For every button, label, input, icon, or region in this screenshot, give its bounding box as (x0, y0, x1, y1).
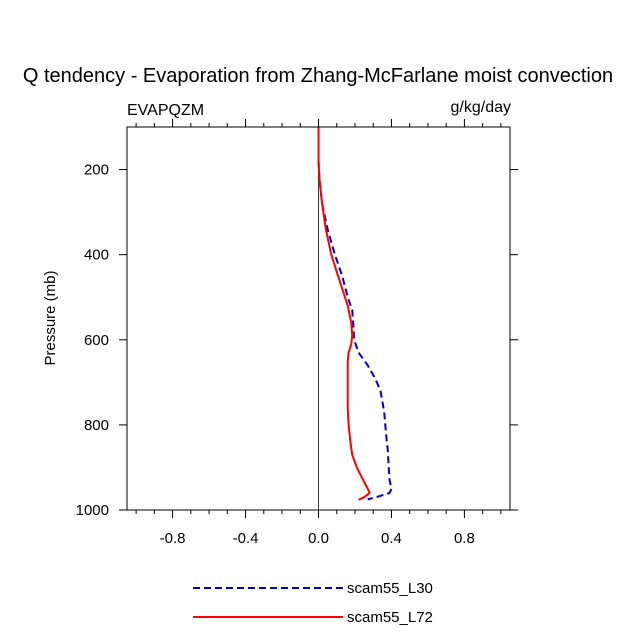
x-tick-label: 0.8 (454, 530, 475, 547)
axis-ticks (119, 119, 518, 518)
units-label: g/kg/day (451, 99, 511, 116)
y-tick-label: 600 (84, 332, 109, 349)
variable-name-label: EVAPQZM (127, 102, 204, 119)
y-tick-label: 1000 (76, 502, 109, 519)
plot-frame (126, 126, 511, 511)
y-tick-label: 800 (84, 417, 109, 434)
legend-label: scam55_L30 (347, 580, 433, 597)
y-axis-label: Pressure (mb) (42, 270, 59, 365)
legend-label: scam55_L72 (347, 609, 433, 626)
chart-title: Q tendency - Evaporation from Zhang-McFa… (23, 65, 613, 87)
x-tick-label: 0.4 (381, 530, 402, 547)
x-tick-label: -0.4 (233, 530, 259, 547)
y-tick-label: 400 (84, 247, 109, 264)
axis-tick-labels: -0.8 -0.4 0.0 0.4 0.8 200 400 600 800 1000 (76, 162, 475, 547)
legend: scam55_L30 scam55_L72 (193, 580, 433, 626)
series-line-scam55_L30 (317, 127, 393, 501)
x-tick-label: 0.0 (308, 530, 329, 547)
y-tick-label: 200 (84, 162, 109, 179)
series-line-scam55_L72 (317, 127, 371, 501)
x-tick-label: -0.8 (160, 530, 186, 547)
data-series (317, 127, 393, 501)
